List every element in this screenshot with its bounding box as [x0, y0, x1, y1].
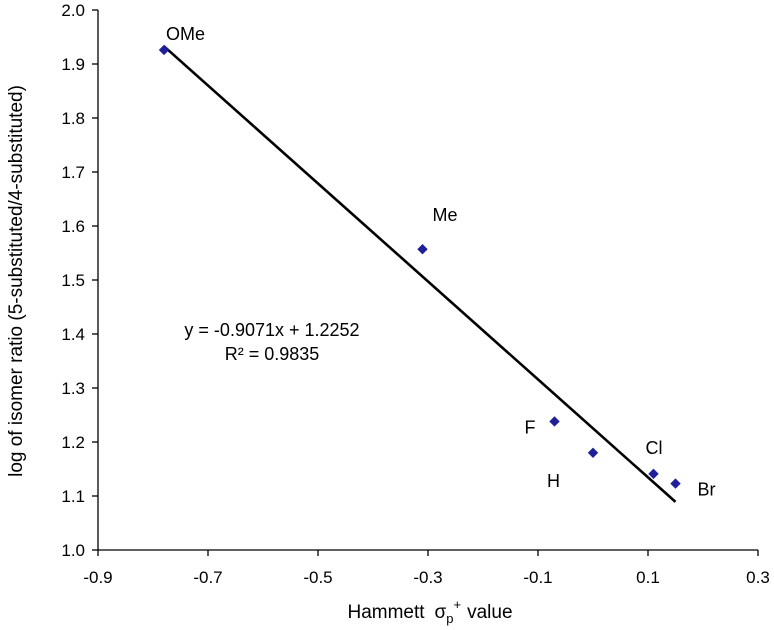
point-label-cl: Cl	[646, 438, 663, 458]
x-tick-label: 0.3	[746, 568, 770, 587]
x-axis-title-suffix: value	[467, 602, 512, 623]
data-point-cl	[648, 468, 659, 480]
point-label-ome: OMe	[166, 24, 205, 44]
data-points	[158, 44, 681, 489]
point-label-h: H	[547, 471, 560, 491]
data-point-h	[587, 447, 599, 458]
y-tick-label: 1.8	[61, 109, 85, 128]
trendline-equation: y = -0.9071x + 1.2252	[184, 320, 359, 340]
point-label-br: Br	[698, 480, 716, 500]
y-axis-ticks: 1.0 1.1 1.2 1.3 1.4 1.5 1.6 1.7 1.8 1.9 2.0	[61, 1, 98, 560]
data-point-labels: OMe Me F H Cl Br	[166, 24, 716, 500]
x-axis-title-prefix: Hammett	[347, 602, 425, 623]
x-axis-title: Hammett σp+ value	[347, 597, 512, 626]
x-tick-label: 0.1	[636, 568, 660, 587]
data-point-br	[670, 478, 681, 489]
data-point-me	[417, 244, 428, 255]
x-tick-label: -0.9	[83, 568, 112, 587]
y-tick-label: 1.7	[61, 163, 85, 182]
point-label-f: F	[525, 417, 536, 437]
data-point-f	[549, 416, 560, 427]
y-tick-label: 1.6	[61, 217, 85, 236]
x-tick-label: -0.7	[193, 568, 222, 587]
point-label-me: Me	[433, 205, 458, 225]
data-point-ome	[158, 44, 170, 56]
x-tick-label: -0.5	[303, 568, 332, 587]
x-tick-label: -0.3	[413, 568, 442, 587]
x-tick-label: -0.1	[523, 568, 552, 587]
x-axis-ticks: -0.9 -0.7 -0.5 -0.3 -0.1 0.1 0.3	[83, 550, 770, 587]
y-tick-label: 1.4	[61, 325, 85, 344]
y-tick-label: 1.0	[61, 541, 85, 560]
y-axis-title: log of isomer ratio (5-substituted/4-sub…	[6, 85, 27, 477]
y-tick-label: 1.1	[61, 487, 85, 506]
x-axis-title-superscript: +	[454, 597, 462, 612]
trendline	[163, 45, 677, 503]
trendline-r-squared: R² = 0.9835	[225, 344, 320, 364]
y-tick-label: 2.0	[61, 1, 85, 20]
y-tick-label: 1.9	[61, 55, 85, 74]
y-tick-label: 1.5	[61, 271, 85, 290]
x-axis-title-subscript: p	[446, 611, 453, 626]
y-tick-label: 1.3	[61, 379, 85, 398]
x-axis-title-symbol: σ	[435, 602, 447, 623]
y-tick-label: 1.2	[61, 433, 85, 452]
